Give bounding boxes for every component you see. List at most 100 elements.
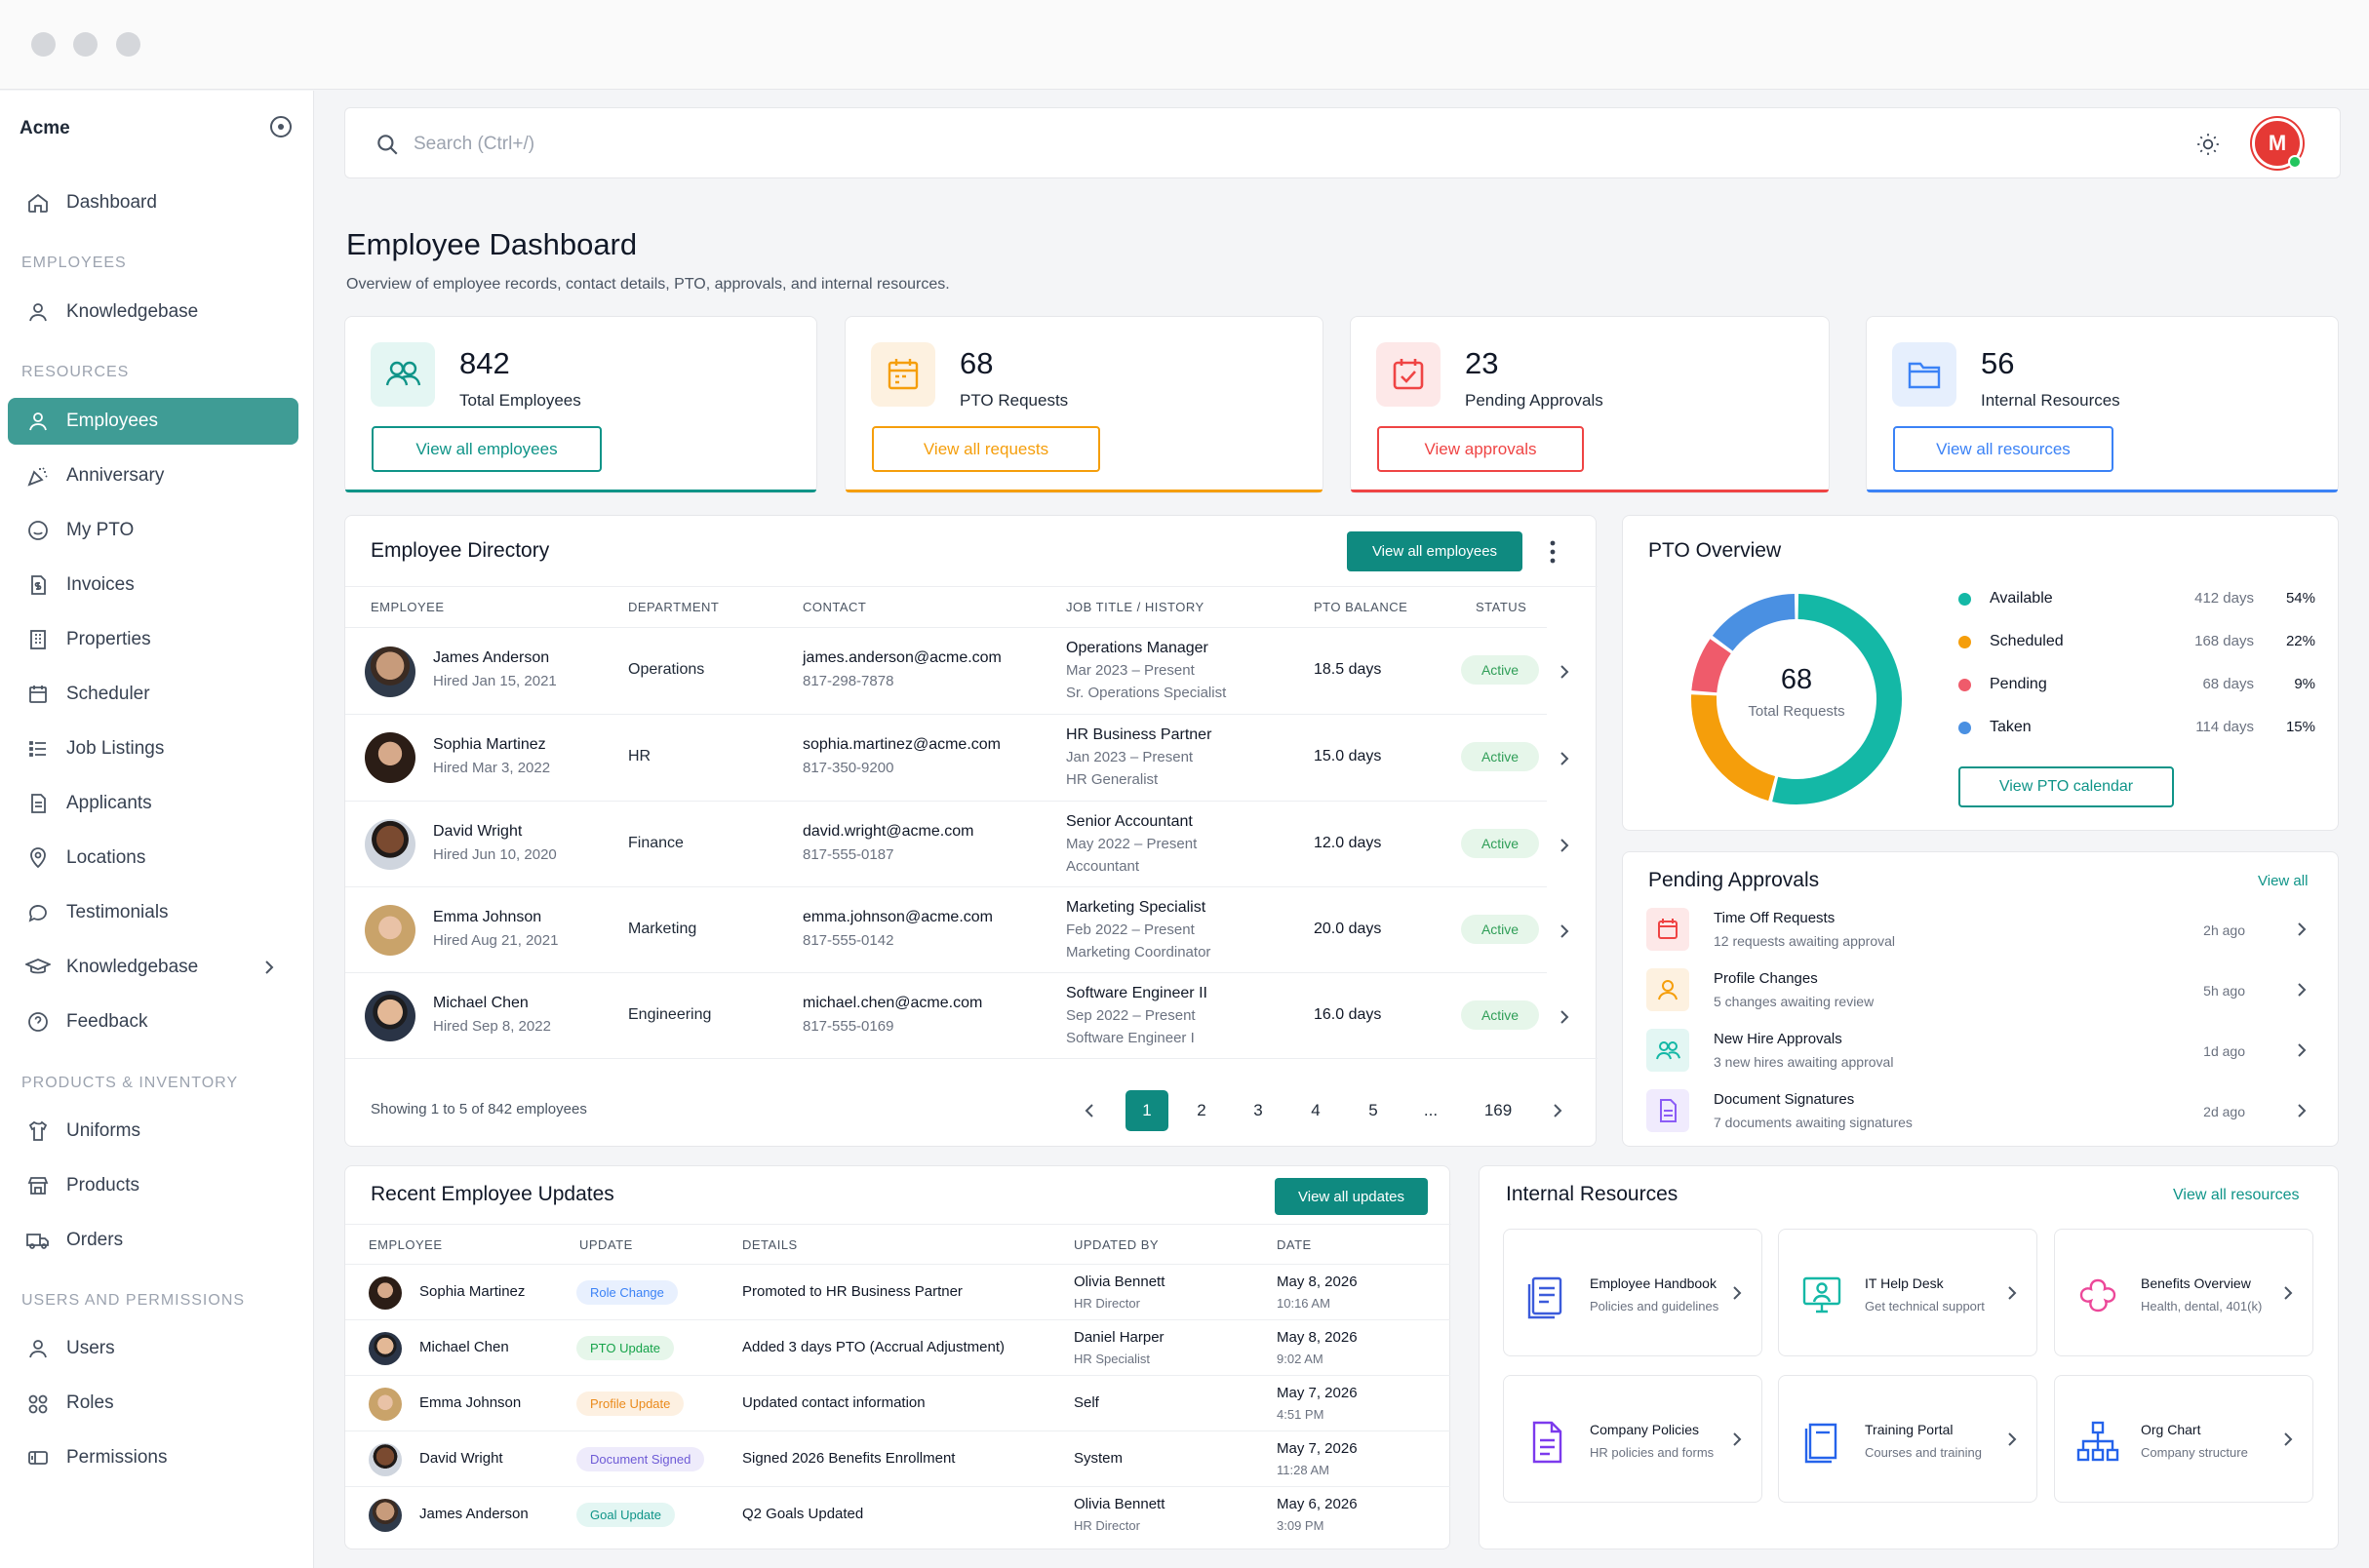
table-row[interactable]: David Wright Hired Jun 10, 2020 Finance …: [345, 801, 1569, 886]
window-maximize-dot[interactable]: [116, 32, 140, 57]
table-row[interactable]: Emma Johnson Profile Update Updated cont…: [345, 1375, 1450, 1431]
pagination-page-3[interactable]: 3: [1253, 1101, 1263, 1119]
more-options-icon[interactable]: [1548, 539, 1558, 565]
sidebar-item-invoices[interactable]: Invoices: [8, 562, 298, 608]
view-all-employees-button[interactable]: View all employees: [372, 426, 602, 472]
sidebar-item-applicants[interactable]: Applicants: [8, 780, 298, 827]
employee-name: James Anderson: [419, 1506, 529, 1522]
sidebar-item-anniversary[interactable]: Anniversary: [8, 452, 298, 499]
view-all-updates-button[interactable]: View all updates: [1275, 1178, 1428, 1215]
approval-title[interactable]: New Hire Approvals: [1714, 1031, 1842, 1047]
email-link[interactable]: david.wright@acme.com: [803, 823, 974, 840]
sidebar-item-permissions[interactable]: Permissions: [8, 1434, 298, 1481]
window-minimize-dot[interactable]: [73, 32, 98, 57]
view-approvals-button[interactable]: View approvals: [1377, 426, 1584, 472]
table-row[interactable]: Sophia Martinez Hired Mar 3, 2022 HR sop…: [345, 714, 1569, 800]
update-details: Updated contact information: [742, 1394, 926, 1411]
resource-title: Benefits Overview: [2141, 1275, 2251, 1291]
chevron-right-icon[interactable]: [2294, 1041, 2310, 1059]
home-icon: [25, 190, 51, 216]
pagination-page-1[interactable]: 1: [1125, 1090, 1168, 1131]
chevron-right-icon[interactable]: [2294, 1102, 2310, 1119]
toggle-icon: [25, 1445, 51, 1470]
view-pto-calendar-button[interactable]: View PTO calendar: [1958, 766, 2174, 807]
hire-date: Hired Mar 3, 2022: [433, 760, 551, 776]
approval-title[interactable]: Profile Changes: [1714, 970, 1818, 987]
pagination-page-4[interactable]: 4: [1311, 1101, 1321, 1119]
update-details: Q2 Goals Updated: [742, 1506, 864, 1522]
sidebar-item-employees[interactable]: Employees: [8, 398, 298, 445]
theme-toggle-sun-icon[interactable]: [2195, 132, 2221, 157]
search-icon: [375, 132, 400, 157]
pagination-prev-icon[interactable]: [1081, 1101, 1098, 1120]
chevron-right-icon[interactable]: [1557, 837, 1572, 854]
email-link[interactable]: james.anderson@acme.com: [803, 649, 1002, 666]
sidebar-item-feedback[interactable]: Feedback: [8, 999, 298, 1045]
table-row[interactable]: Michael Chen Hired Sep 8, 2022 Engineeri…: [345, 972, 1569, 1058]
approval-title[interactable]: Document Signatures: [1714, 1091, 1855, 1108]
user-icon: [25, 409, 51, 434]
sidebar-item-orders[interactable]: Orders: [8, 1217, 298, 1264]
view-all-resources-button[interactable]: View all resources: [1893, 426, 2113, 472]
table-row[interactable]: Michael Chen PTO Update Added 3 days PTO…: [345, 1319, 1450, 1375]
sidebar-item-locations[interactable]: Locations: [8, 835, 298, 882]
update-type-badge: PTO Update: [576, 1336, 675, 1360]
section-label-employees: EMPLOYEES: [21, 255, 127, 271]
pagination-page-last[interactable]: 169: [1483, 1101, 1513, 1119]
chevron-right-icon[interactable]: [1557, 750, 1572, 767]
resource-tile-it-help-desk[interactable]: IT Help Desk Get technical support: [1778, 1229, 2037, 1356]
email-link[interactable]: emma.johnson@acme.com: [803, 909, 993, 925]
email-link[interactable]: michael.chen@acme.com: [803, 995, 983, 1011]
update-details: Promoted to HR Business Partner: [742, 1283, 963, 1300]
table-row[interactable]: James Anderson Goal Update Q2 Goals Upda…: [345, 1486, 1450, 1542]
chevron-right-icon[interactable]: [2294, 921, 2310, 938]
sidebar-item-testimonials[interactable]: Testimonials: [8, 889, 298, 936]
sidebar-item-properties[interactable]: Properties: [8, 616, 298, 663]
email-link[interactable]: sophia.martinez@acme.com: [803, 736, 1001, 753]
hire-date: Hired Aug 21, 2021: [433, 932, 559, 949]
sidebar-item-users[interactable]: Users: [8, 1325, 298, 1372]
sidebar-item-products[interactable]: Products: [8, 1162, 298, 1209]
sidebar-item-roles[interactable]: Roles: [8, 1380, 298, 1427]
donut-segment-taken: [1712, 594, 1796, 651]
legend-days: 412 days: [2194, 590, 2254, 607]
view-all-approvals-link[interactable]: View all: [2258, 873, 2309, 889]
sidebar-item-job-listings[interactable]: Job Listings: [8, 725, 298, 772]
online-status-dot: [2288, 155, 2302, 169]
search-input[interactable]: [414, 128, 1194, 161]
sidebar-item-knowledgebase[interactable]: Knowledgebase: [8, 289, 298, 335]
workspace-switch-icon[interactable]: [270, 116, 292, 137]
resource-tile-employee-handbook[interactable]: Employee Handbook Policies and guideline…: [1503, 1229, 1762, 1356]
table-row[interactable]: James Anderson Hired Jan 15, 2021 Operat…: [345, 627, 1569, 713]
stat-accent-bar: [345, 490, 816, 492]
sidebar-item-dashboard[interactable]: Dashboard: [8, 179, 298, 226]
resource-tile-training-portal[interactable]: Training Portal Courses and training: [1778, 1375, 2037, 1503]
sidebar-item-uniforms[interactable]: Uniforms: [8, 1108, 298, 1155]
pagination-ellipsis: ...: [1423, 1101, 1439, 1119]
chevron-right-icon[interactable]: [1557, 663, 1572, 681]
table-row[interactable]: David Wright Document Signed Signed 2026…: [345, 1431, 1450, 1486]
sidebar-item-my-pto[interactable]: My PTO: [8, 507, 298, 554]
truck-icon: [25, 1228, 51, 1253]
window-close-dot[interactable]: [31, 32, 56, 57]
resource-tile-org-chart[interactable]: Org Chart Company structure: [2054, 1375, 2313, 1503]
view-all-employees-button[interactable]: View all employees: [1347, 531, 1522, 571]
pagination-page-2[interactable]: 2: [1197, 1101, 1206, 1119]
table-row[interactable]: Emma Johnson Hired Aug 21, 2021 Marketin…: [345, 886, 1569, 972]
resource-tile-company-policies[interactable]: Company Policies HR policies and forms: [1503, 1375, 1762, 1503]
view-all-requests-button[interactable]: View all requests: [872, 426, 1100, 472]
chevron-right-icon[interactable]: [1557, 922, 1572, 940]
sidebar-item-knowledgebase-group[interactable]: Knowledgebase: [8, 944, 298, 991]
avatar: [369, 1443, 402, 1476]
pagination-next-icon[interactable]: [1549, 1101, 1566, 1120]
view-all-resources-link[interactable]: View all resources: [2173, 1187, 2300, 1203]
chevron-right-icon[interactable]: [1557, 1008, 1572, 1026]
pagination-page-5[interactable]: 5: [1368, 1101, 1378, 1119]
sidebar-item-scheduler[interactable]: Scheduler: [8, 671, 298, 718]
users-icon: [1646, 1029, 1689, 1072]
brand-name: Acme: [20, 118, 70, 138]
resource-tile-benefits-overview[interactable]: Benefits Overview Health, dental, 401(k): [2054, 1229, 2313, 1356]
approval-title[interactable]: Time Off Requests: [1714, 910, 1836, 926]
table-row[interactable]: Sophia Martinez Role Change Promoted to …: [345, 1264, 1450, 1319]
chevron-right-icon[interactable]: [2294, 981, 2310, 999]
